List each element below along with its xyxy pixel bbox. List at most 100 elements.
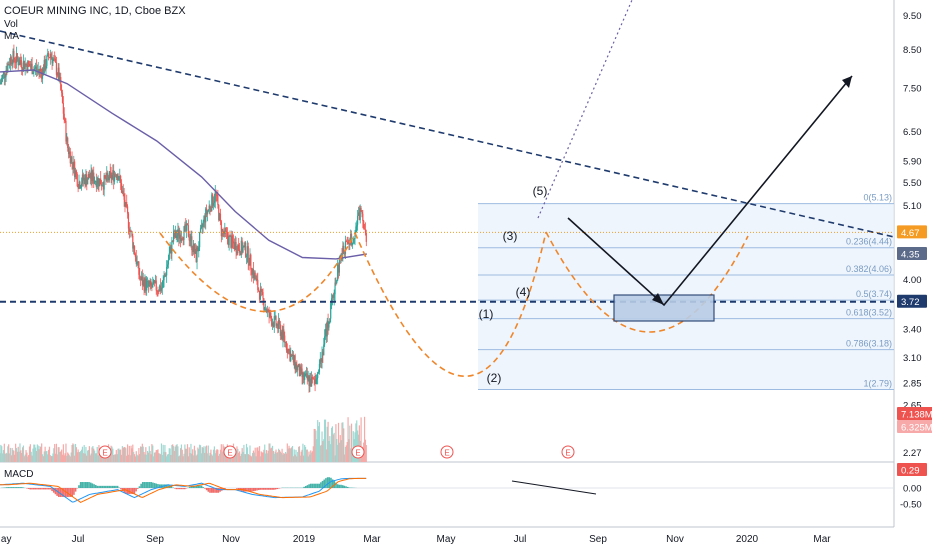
volume-bar [64,453,66,462]
candle [169,242,171,254]
cup-arc-right[interactable] [545,231,749,333]
cup-arc-left[interactable] [159,232,356,313]
candle-body [313,378,315,380]
candle [209,204,211,216]
price-badge[interactable]: 4.35 [897,246,927,260]
candle [110,166,112,184]
candle-body [312,378,314,380]
macd-histogram-bar [346,486,349,488]
candle-body [299,366,301,377]
volume-bar [210,449,212,462]
candle [312,376,314,380]
candle-body [260,288,262,290]
candle-body [344,241,347,254]
macd-histogram-bar [199,485,201,488]
candle-body [263,298,265,310]
price-badge[interactable]: 6.325M [897,420,932,434]
volume-bar [192,455,195,462]
candle-body [74,170,77,178]
earnings-marker[interactable]: E [223,445,237,459]
volume-bar [315,430,317,462]
target-zone-box[interactable] [613,294,715,322]
candle-body [70,156,72,164]
earnings-marker[interactable]: E [351,445,365,459]
volume-bar [44,446,46,462]
volume-bar [284,451,287,462]
candle-body [34,68,36,70]
price-axis[interactable]: 9.50 8.50 7.50 6.50 5.90 5.50 5.10 4.67 4.35 4.00… [897,11,932,511]
volume-bar [250,455,252,462]
volume-bar [205,445,208,462]
macd-histogram-bar [175,488,178,490]
descending-trendline[interactable] [0,30,895,238]
candle-body [269,312,271,318]
candle [24,57,26,76]
candle-body [284,335,286,343]
candle-body [268,309,270,318]
macd-histogram-bar [212,488,215,493]
candle [0,79,1,85]
volume-bar [241,448,243,462]
candle [70,155,72,164]
candle [83,174,85,185]
price-badge[interactable]: 7.138M [897,407,932,421]
macd-histogram-bar [304,485,307,488]
volume-bar [294,454,296,462]
volume-bar [276,453,278,462]
candle [171,236,173,261]
candle-body [51,56,53,64]
earnings-marker[interactable]: E [440,445,454,459]
volume-bar [133,451,135,462]
candle [126,204,129,219]
time-axis[interactable]: May Jul Sep Nov 2019 Mar May Jul Sep Nov 2020 Mar [0,534,831,545]
drawings[interactable]: (1) (2) (3) (4) (5) [0,0,895,385]
cup-arc-main[interactable] [354,231,547,378]
candle [61,84,63,97]
price-badge-bg [897,420,932,433]
volume-bar [123,446,125,462]
candle-body [318,363,321,372]
earnings-marker[interactable]: E [561,445,575,459]
candle [181,236,183,241]
macd-pane[interactable] [0,477,894,503]
volume-bar [87,450,89,462]
volume-bar [246,447,248,462]
candle [206,209,209,222]
candle [219,208,222,226]
candle [108,171,110,183]
price-badge[interactable]: 4.67 [897,225,927,239]
earnings-marker[interactable]: E [98,445,112,459]
volume-bar [150,454,152,462]
macd-divergence-line[interactable] [511,480,597,495]
candle-body [228,236,230,246]
candle [2,74,4,82]
signal-line [0,477,367,503]
candle [81,169,84,187]
candle [315,374,317,385]
earnings-circle [223,445,237,459]
candle-body [138,261,140,275]
volume-bar [206,453,209,462]
candle [50,52,52,60]
candle [66,133,68,146]
candle-body [276,324,278,326]
price-badge[interactable]: 3.72 [897,294,927,309]
candle-body [305,373,308,375]
macd-histogram-bar [215,488,218,493]
fib-level-label: 0.5(3.74) [856,289,892,299]
volume-bar [37,445,39,462]
price-badge[interactable]: 0.29 [897,463,927,477]
candle-body [189,240,191,242]
volume-bar [332,434,334,462]
volume-bar [74,455,76,462]
macd-histogram-bar [105,485,107,488]
candle [266,305,268,318]
macd-histogram-bar [78,485,80,488]
candle [347,236,349,245]
volume-bar [7,446,9,462]
candle [245,241,247,259]
candle [65,118,67,145]
volume-bar [209,452,211,462]
candle [297,363,300,368]
